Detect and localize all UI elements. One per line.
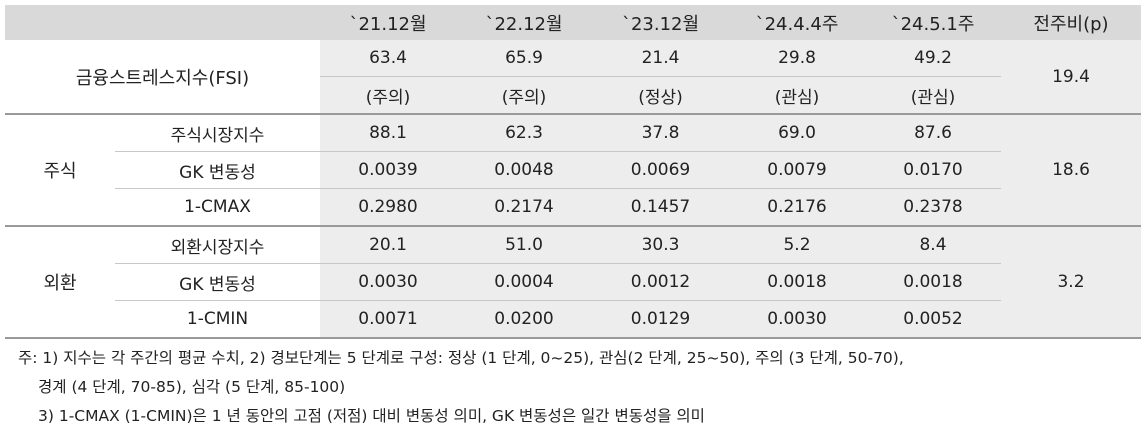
stock-value: 88.1 (320, 114, 456, 152)
fx-value: 0.0018 (729, 263, 865, 301)
fx-row-name: GK 변동성 (115, 263, 320, 301)
stock-value: 0.2378 (865, 188, 1001, 227)
stock-value: 0.0048 (456, 151, 592, 189)
fx-value: 0.0018 (865, 263, 1001, 301)
fx-value: 0.0129 (592, 300, 729, 339)
fx-value: 20.1 (320, 226, 456, 264)
fsi-label: 금융스트레스지수(FSI) (5, 40, 320, 115)
header-row: `21.12월 `22.12월 `23.12월 `24.4.4주 `24.5.1… (5, 5, 1141, 40)
stock-row-name: 주식시장지수 (115, 114, 320, 152)
fsi-value: 49.2 (865, 40, 1001, 77)
fsi-value: 63.4 (320, 40, 456, 77)
stock-value: 0.2174 (456, 188, 592, 227)
fsi-status: (관심) (729, 76, 865, 115)
stock-value: 0.1457 (592, 188, 729, 227)
fx-value: 0.0200 (456, 300, 592, 339)
fx-row: 외환 외환시장지수 20.1 51.0 30.3 5.2 8.4 3.2 (5, 226, 1141, 339)
col-header: `21.12월 (320, 5, 456, 40)
stock-label: 주식 (5, 114, 115, 227)
fx-value: 5.2 (729, 226, 865, 264)
stock-value: 0.0039 (320, 151, 456, 189)
stock-value: 0.0079 (729, 151, 865, 189)
fx-value: 0.0004 (456, 263, 592, 301)
table-notes: 주: 1) 지수는 각 주간의 평균 수치, 2) 경보단계는 5 단계로 구성… (18, 344, 904, 431)
fx-value: 0.0071 (320, 300, 456, 339)
stock-value: 62.3 (456, 114, 592, 152)
stock-value: 0.0170 (865, 151, 1001, 189)
stock-value: 69.0 (729, 114, 865, 152)
stock-row-name: GK 변동성 (115, 151, 320, 189)
fsi-value-row: 금융스트레스지수(FSI) 63.4 65.9 21.4 29.8 49.2 1… (5, 40, 1141, 115)
fx-value: 8.4 (865, 226, 1001, 264)
stock-row: GK 변동성 0.0039 0.0048 0.0069 0.0079 0.017… (5, 151, 1141, 189)
fx-value: 0.0030 (729, 300, 865, 339)
stock-row-name: 1-CMAX (115, 188, 320, 227)
fsi-status: (주의) (456, 76, 592, 115)
stock-value: 37.8 (592, 114, 729, 152)
stock-value: 87.6 (865, 114, 1001, 152)
stock-change: 18.6 (1001, 114, 1141, 227)
note-line: 주: 1) 지수는 각 주간의 평균 수치, 2) 경보단계는 5 단계로 구성… (18, 349, 904, 367)
fx-row: 1-CMIN 0.0071 0.0200 0.0129 0.0030 0.005… (5, 300, 1141, 339)
note-line: 경계 (4 단계, 70-85), 심각 (5 단계, 85-100) (38, 378, 346, 396)
stock-row: 1-CMAX 0.2980 0.2174 0.1457 0.2176 0.237… (5, 188, 1141, 227)
fx-value: 0.0012 (592, 263, 729, 301)
stock-value: 0.2176 (729, 188, 865, 227)
col-header: `23.12월 (592, 5, 729, 40)
fsi-value: 65.9 (456, 40, 592, 77)
fx-row-name: 1-CMIN (115, 300, 320, 339)
stock-value: 0.0069 (592, 151, 729, 189)
fsi-change: 19.4 (1001, 40, 1141, 115)
fx-value: 0.0030 (320, 263, 456, 301)
stock-row: 주식 주식시장지수 88.1 62.3 37.8 69.0 87.6 18.6 (5, 114, 1141, 227)
fx-label: 외환 (5, 226, 115, 339)
fsi-status: (주의) (320, 76, 456, 115)
stock-value: 0.2980 (320, 188, 456, 227)
note-line: 3) 1-CMAX (1-CMIN)은 1 년 동안의 고점 (저점) 대비 변… (38, 407, 705, 425)
col-header: `22.12월 (456, 5, 592, 40)
fsi-status-row: (주의) (주의) (정상) (관심) (관심) (5, 76, 1141, 115)
fsi-value: 21.4 (592, 40, 729, 77)
fx-value: 0.0052 (865, 300, 1001, 339)
fsi-status: (정상) (592, 76, 729, 115)
fsi-table: `21.12월 `22.12월 `23.12월 `24.4.4주 `24.5.1… (5, 5, 1141, 339)
col-header: `24.4.4주 (729, 5, 865, 40)
fx-value: 30.3 (592, 226, 729, 264)
fx-value: 51.0 (456, 226, 592, 264)
col-header: 전주비(p) (1001, 5, 1141, 40)
fsi-value: 29.8 (729, 40, 865, 77)
fx-row-name: 외환시장지수 (115, 226, 320, 264)
col-header: `24.5.1주 (865, 5, 1001, 40)
fsi-status: (관심) (865, 76, 1001, 115)
fx-row: GK 변동성 0.0030 0.0004 0.0012 0.0018 0.001… (5, 263, 1141, 301)
fx-change: 3.2 (1001, 226, 1141, 339)
header-corner (5, 5, 320, 40)
